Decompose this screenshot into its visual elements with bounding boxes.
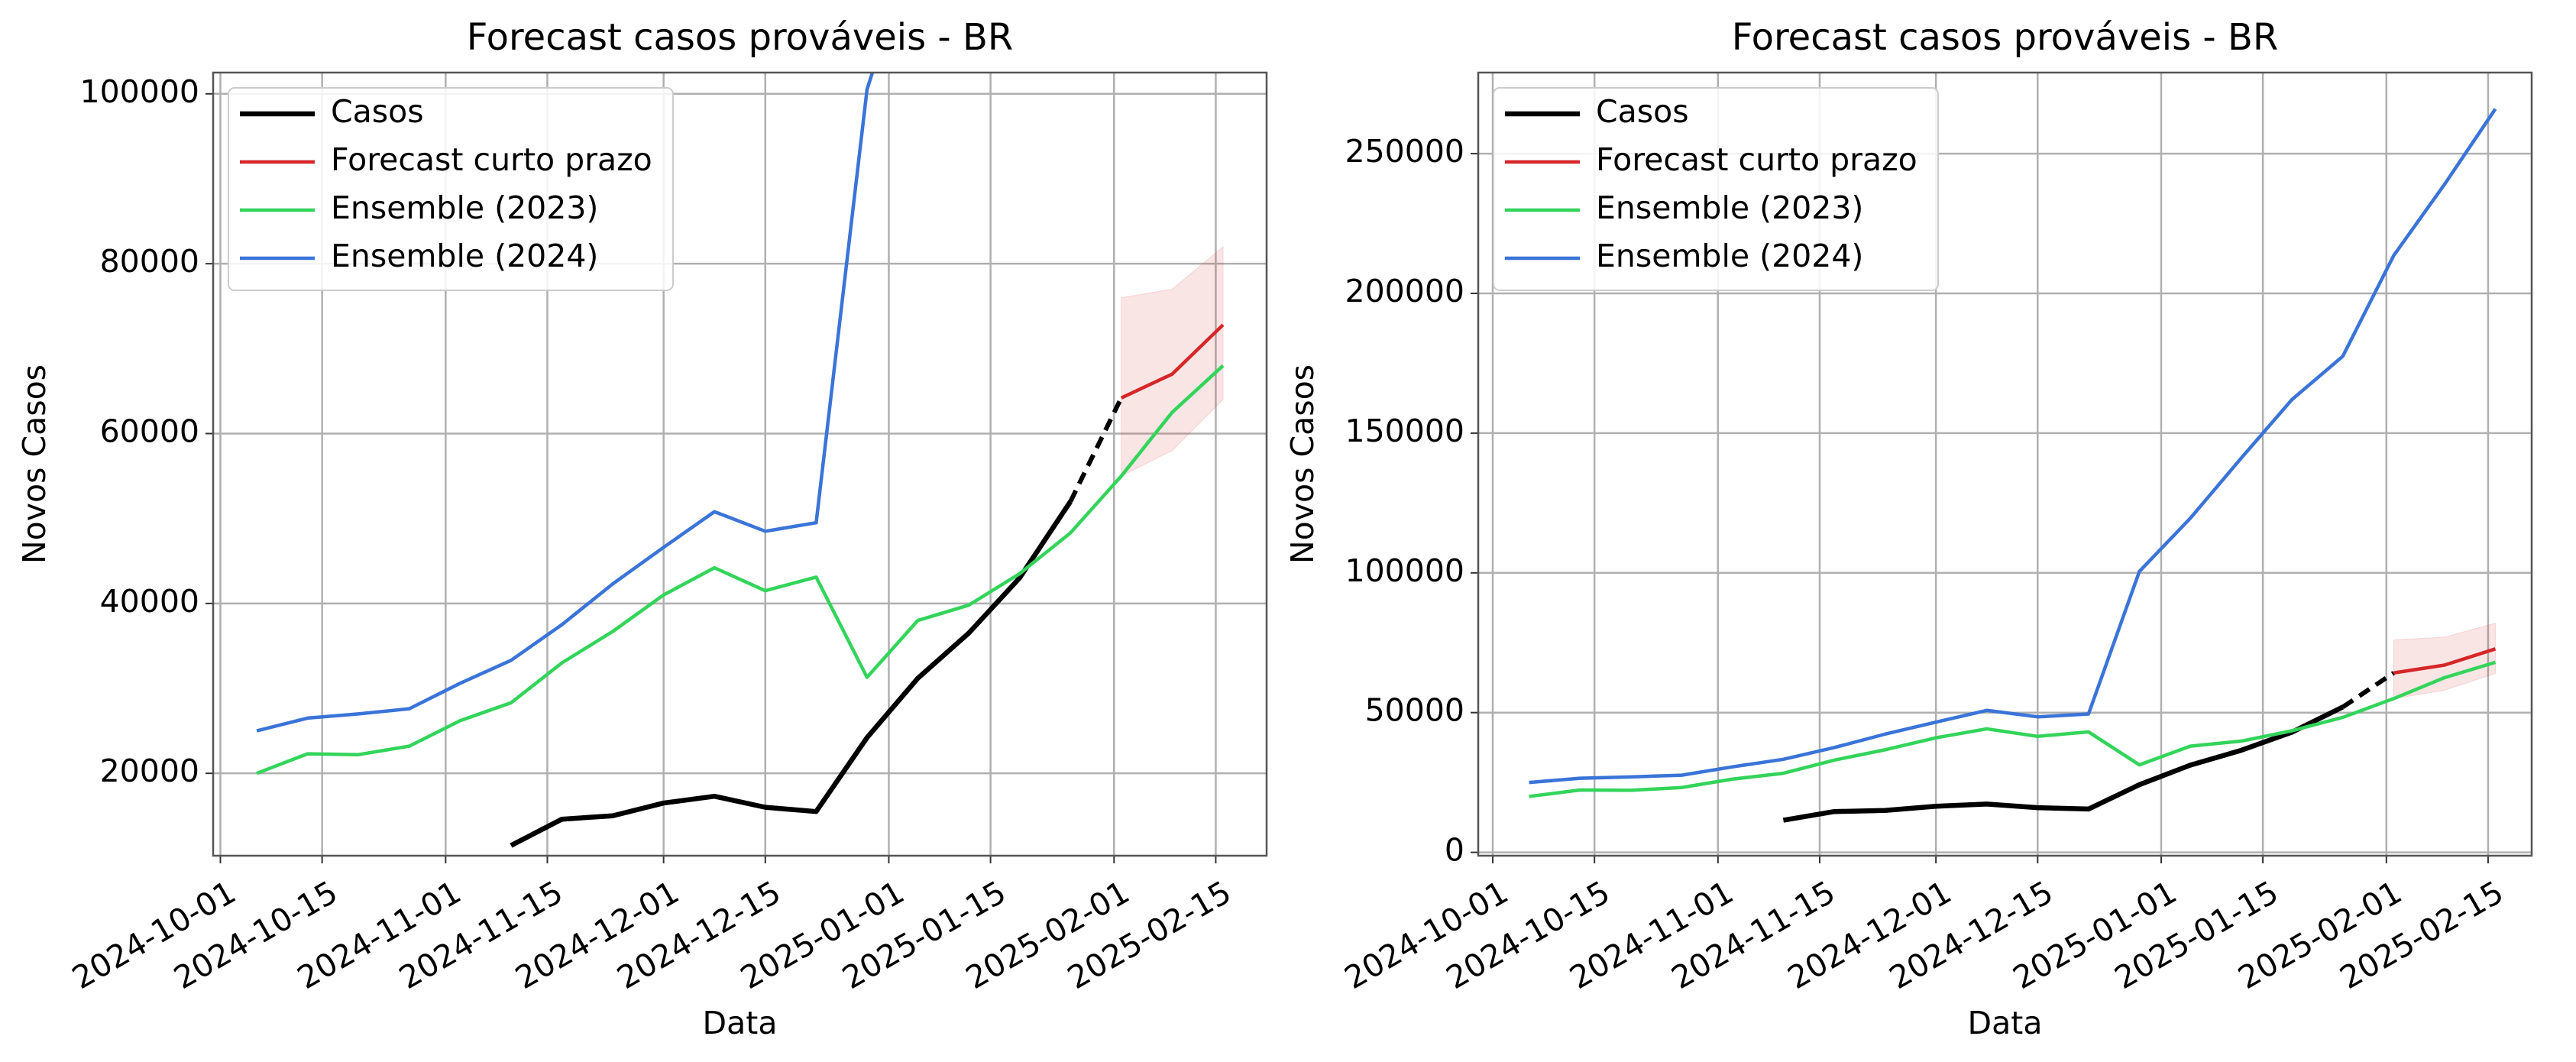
- y-tick-label: 80000: [100, 243, 199, 280]
- legend-label: Ensemble (2023): [1596, 189, 1863, 226]
- confidence-band: [2393, 622, 2496, 700]
- y-tick-label: 60000: [100, 413, 199, 449]
- legend-label: Ensemble (2024): [1596, 238, 1863, 274]
- y-axis-label: Novos Casos: [1284, 364, 1321, 564]
- connector: [2341, 671, 2395, 709]
- subplot: Forecast casos prováveis - BR Data Novos C…: [16, 16, 1268, 1041]
- series-line: [1782, 704, 2345, 823]
- y-tick-label: 0: [1445, 832, 1464, 869]
- legend-label: Forecast curto prazo: [331, 141, 652, 178]
- x-axis-label: Data: [1968, 1005, 2043, 1041]
- legend-box: [1493, 87, 1939, 291]
- legend-box: [228, 87, 674, 291]
- y-tick-label: 250000: [1345, 133, 1464, 170]
- series-line: [256, 73, 875, 733]
- y-tick-label: 200000: [1345, 273, 1464, 309]
- chart-title: Forecast casos prováveis - BR: [1732, 16, 2279, 59]
- y-tick-label: 50000: [1365, 692, 1464, 729]
- subplot: Forecast casos prováveis - BR Data Novos C…: [1284, 16, 2533, 1041]
- x-axis-label: Data: [703, 1005, 778, 1041]
- legend-label: Casos: [1596, 93, 1689, 130]
- series-line: [2393, 647, 2497, 675]
- y-tick-label: 150000: [1345, 413, 1464, 449]
- series-line: [1120, 323, 1225, 400]
- plot-area: [1529, 108, 2497, 823]
- y-tick-label: 100000: [79, 73, 199, 110]
- legend-label: Casos: [331, 93, 424, 130]
- axes-frame: [212, 71, 1268, 857]
- confidence-band: [1121, 245, 1224, 477]
- legend-label: Forecast curto prazo: [1596, 141, 1917, 178]
- series-line: [1529, 660, 2497, 798]
- series-line: [256, 364, 1225, 775]
- y-tick-label: 20000: [100, 753, 199, 789]
- plot-area: [256, 73, 1225, 848]
- legend-label: Ensemble (2023): [331, 189, 598, 226]
- chart-title: Forecast casos prováveis - BR: [467, 16, 1014, 59]
- y-tick-label: 40000: [100, 583, 199, 620]
- series-line: [1529, 108, 2497, 785]
- axes-frame: [1477, 71, 2533, 857]
- legend-label: Ensemble (2024): [331, 238, 598, 274]
- y-tick-label: 100000: [1345, 552, 1464, 589]
- y-axis-label: Novos Casos: [16, 364, 53, 564]
- legend: Casos Forecast curto prazo Ensemble (2023)…: [228, 87, 674, 291]
- legend: Casos Forecast curto prazo Ensemble (2023)…: [1493, 87, 1939, 291]
- series-line: [510, 500, 1073, 848]
